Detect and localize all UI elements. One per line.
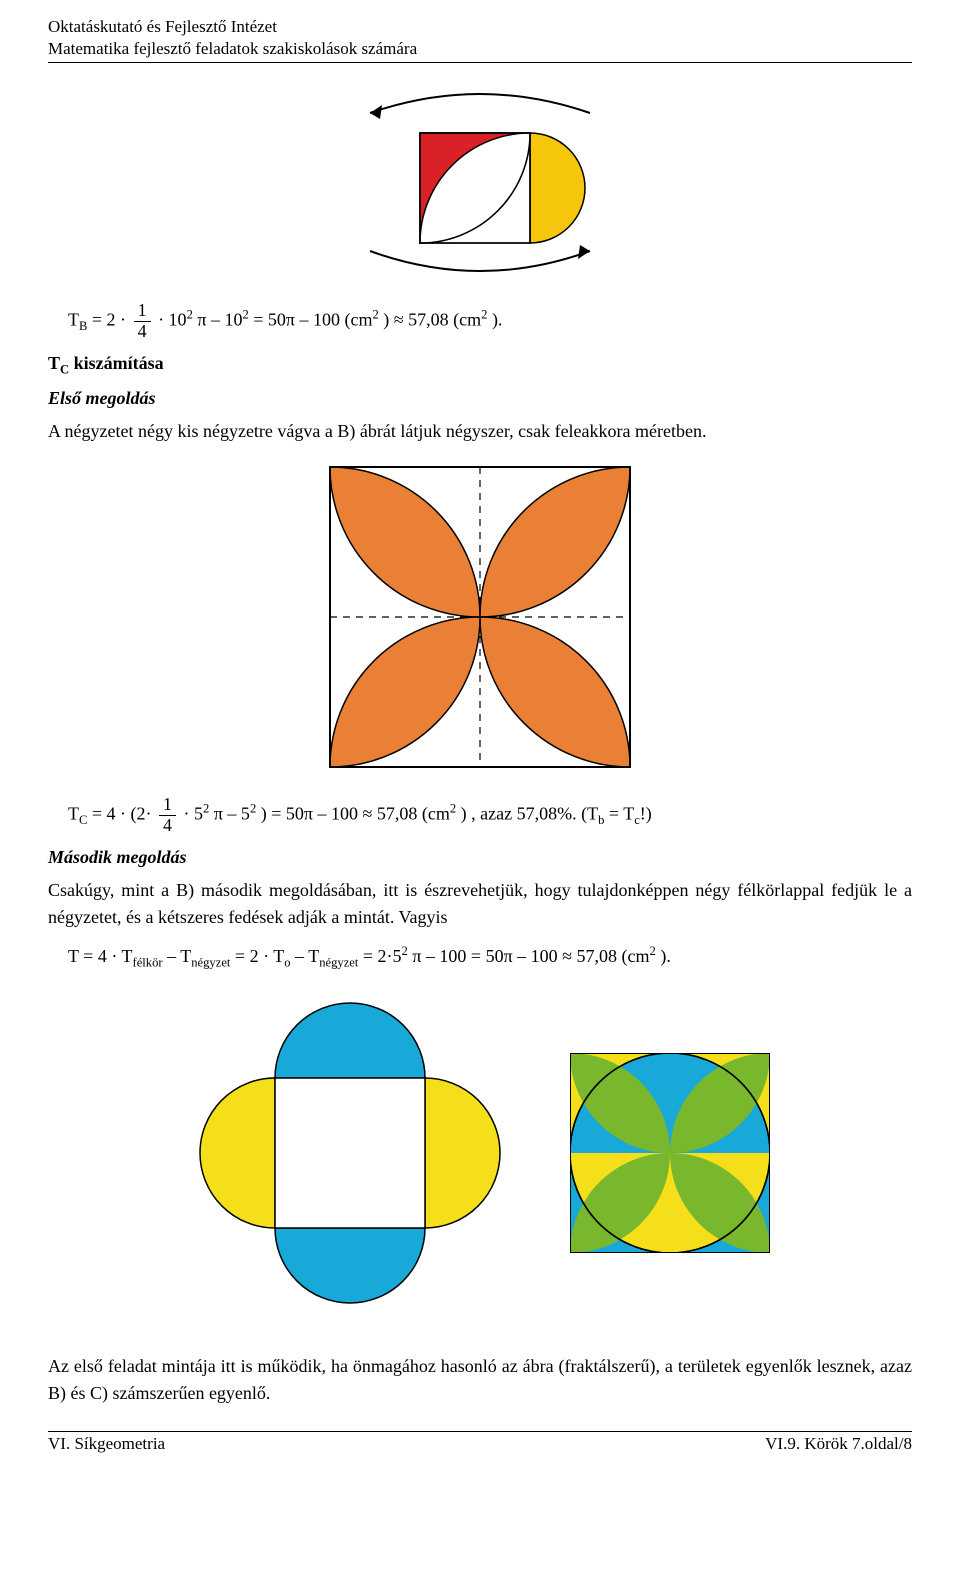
tc-title: TC kiszámítása [48, 350, 912, 379]
closing-text: Az első feladat mintája itt is működik, … [48, 1353, 912, 1407]
header-line2: Matematika fejlesztő feladatok szakiskol… [48, 38, 912, 60]
figure-4 [570, 1053, 770, 1253]
equation-tb: TB = 2 · 14 · 102 π – 102 = 50π – 100 (c… [48, 301, 912, 342]
figure-2 [48, 457, 912, 777]
footer-right: VI.9. Körök 7.oldal/8 [765, 1434, 912, 1454]
footer-rule [48, 1431, 912, 1432]
footer-left: VI. Síkgeometria [48, 1434, 165, 1454]
second-solution-label: Második megoldás [48, 844, 912, 871]
doc-header: Oktatáskutató és Fejlesztő Intézet Matem… [48, 16, 912, 60]
doc-footer: VI. Síkgeometria VI.9. Körök 7.oldal/8 [48, 1434, 912, 1462]
figure-row [48, 993, 912, 1313]
equation-tc: TC = 4 · (2· 14 · 52 π – 52 ) = 50π – 10… [48, 795, 912, 836]
equation-t: T = 4 · Tfélkör – Tnégyzet = 2 · To – Tn… [48, 939, 912, 976]
figure-1 [48, 83, 912, 283]
figure-3 [190, 993, 510, 1313]
header-line1: Oktatáskutató és Fejlesztő Intézet [48, 16, 912, 38]
header-rule [48, 62, 912, 63]
second-solution-text: Csakúgy, mint a B) második megoldásában,… [48, 877, 912, 931]
first-solution-text: A négyzetet négy kis négyzetre vágva a B… [48, 418, 912, 445]
first-solution-label: Első megoldás [48, 385, 912, 412]
